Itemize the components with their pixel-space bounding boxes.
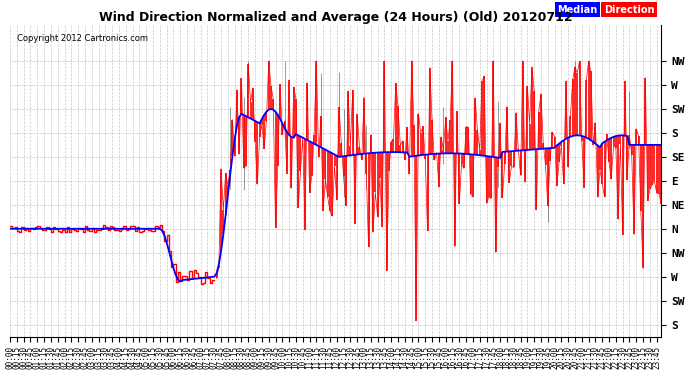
Text: Copyright 2012 Cartronics.com: Copyright 2012 Cartronics.com (17, 34, 148, 44)
Title: Wind Direction Normalized and Average (24 Hours) (Old) 20120712: Wind Direction Normalized and Average (2… (99, 11, 573, 24)
Text: Direction: Direction (604, 4, 654, 15)
Text: Median: Median (557, 4, 598, 15)
